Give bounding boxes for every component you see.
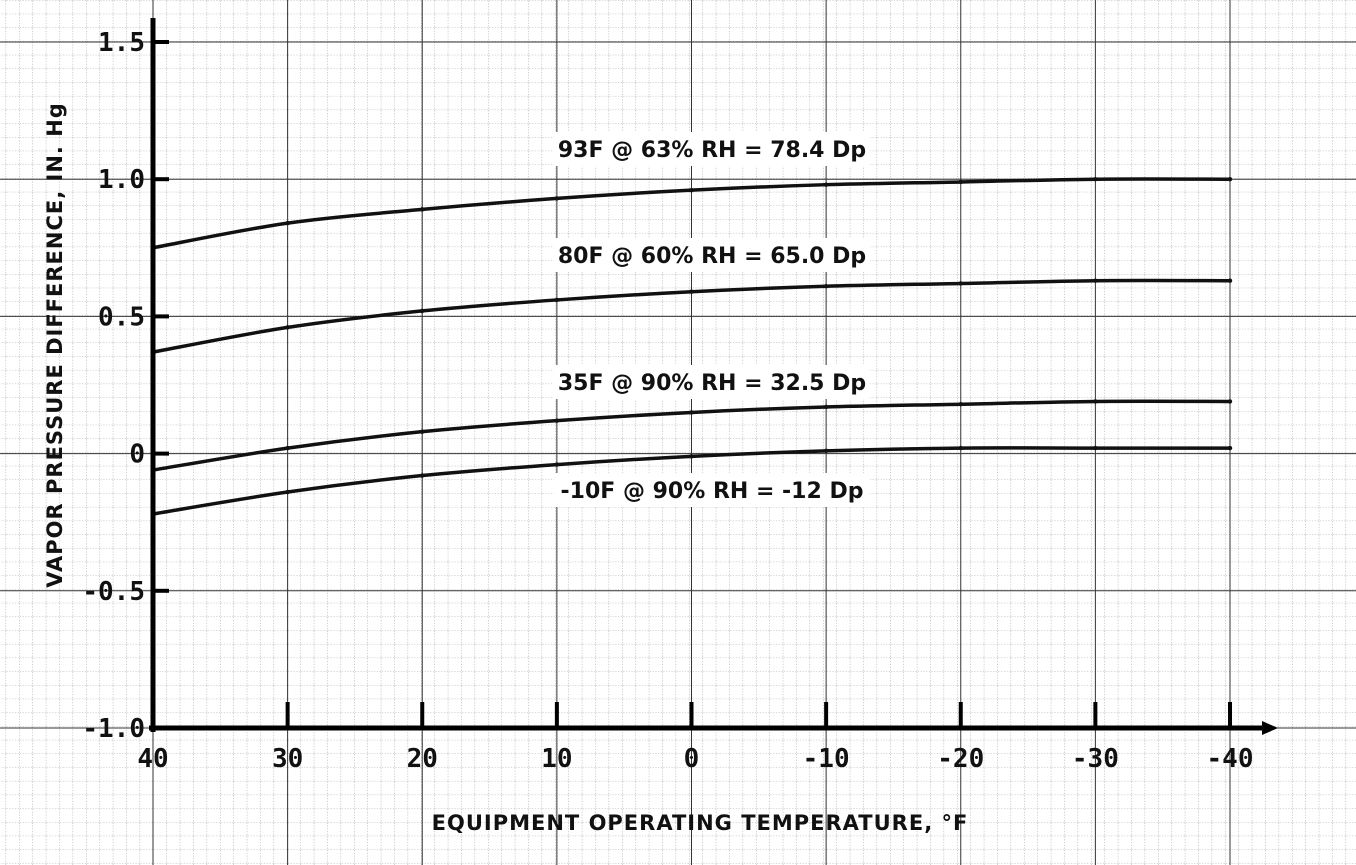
curve-label-layer: 93F @ 63% RH = 78.4 Dp 80F @ 60% RH = 65.…	[554, 132, 870, 507]
curve-label-background-2	[554, 365, 870, 399]
series-3-point-1	[285, 489, 290, 495]
series-1-point-6	[958, 281, 963, 286]
curve-label-background-0	[554, 132, 870, 166]
series-3-point-5	[823, 448, 829, 454]
series-0-point-3	[554, 196, 560, 201]
series-3-point-8	[1227, 445, 1233, 451]
y-tick-label-5: -1.0	[82, 714, 145, 744]
curve-label-3: -10F @ 90% RH = -12 Dp	[561, 479, 864, 504]
x-axis-arrowhead	[1262, 721, 1278, 735]
series-1-point-5	[823, 284, 829, 289]
tick-label-layer: 1.5 1.0 0.5 0 -0.5 -1.040 30 20 10 0 -10 -20 -30 -40	[82, 28, 1253, 774]
series-3-point-4	[689, 454, 694, 459]
series-0-point-5	[823, 182, 829, 187]
x-tick-label-3: 10	[541, 744, 572, 774]
series-2-point-5	[823, 404, 829, 410]
series-2-point-2	[420, 429, 425, 434]
series-1-point-7	[1093, 278, 1098, 283]
curve-label-2: 35F @ 90% RH = 32.5 Dp	[558, 371, 866, 396]
series-2-point-3	[554, 418, 560, 423]
series-3-point-3	[554, 462, 560, 467]
series-2-point-4	[689, 410, 694, 415]
y-axis-title: VAPOR PRESSURE DIFFERENCE, IN. Hg	[43, 102, 67, 588]
y-tick-label-3: 0	[129, 440, 145, 470]
series-1-point-8	[1227, 278, 1233, 283]
y-tick-label-0: 1.5	[98, 28, 145, 58]
curve-label-0: 93F @ 63% RH = 78.4 Dp	[558, 138, 866, 163]
x-tick-label-1: 30	[272, 744, 303, 774]
x-tick-label-0: 40	[137, 744, 168, 774]
series-0-point-4	[689, 187, 694, 193]
axes-layer	[149, 18, 1278, 735]
curve-label-background-1	[554, 238, 870, 272]
x-tick-label-6: -20	[937, 744, 984, 774]
series-0-point-7	[1093, 177, 1098, 182]
series-1-point-2	[420, 308, 425, 314]
series-1-point-4	[689, 289, 694, 294]
series-3-point-7	[1093, 445, 1098, 451]
series-2-point-6	[958, 402, 963, 407]
x-tick-label-7: -30	[1072, 744, 1119, 774]
series-2-point-8	[1227, 399, 1233, 404]
series-3-point-2	[420, 473, 425, 478]
y-tick-label-2: 0.5	[98, 302, 145, 332]
x-tick-label-2: 20	[407, 744, 438, 774]
x-tick-label-8: -40	[1207, 744, 1254, 774]
series-0-point-6	[958, 179, 963, 185]
curve-label-background-3	[554, 473, 870, 507]
series-1-point-3	[554, 297, 560, 303]
series-0-point-2	[420, 207, 425, 212]
series-3-point-6	[958, 445, 963, 451]
y-tick-label-1: 1.0	[98, 165, 145, 195]
series-0-point-1	[285, 220, 290, 226]
series-2-point-7	[1093, 399, 1098, 404]
x-axis-title: EQUIPMENT OPERATING TEMPERATURE, °F	[432, 811, 969, 835]
series-layer	[150, 177, 1233, 517]
series-2-point-1	[285, 445, 290, 451]
series-0-point-8	[1227, 177, 1233, 182]
series-1-point-1	[285, 325, 290, 330]
y-tick-label-4: -0.5	[82, 577, 145, 607]
curve-label-1: 80F @ 60% RH = 65.0 Dp	[558, 244, 866, 269]
x-tick-label-5: -10	[803, 744, 850, 774]
x-tick-label-4: 0	[684, 744, 700, 774]
